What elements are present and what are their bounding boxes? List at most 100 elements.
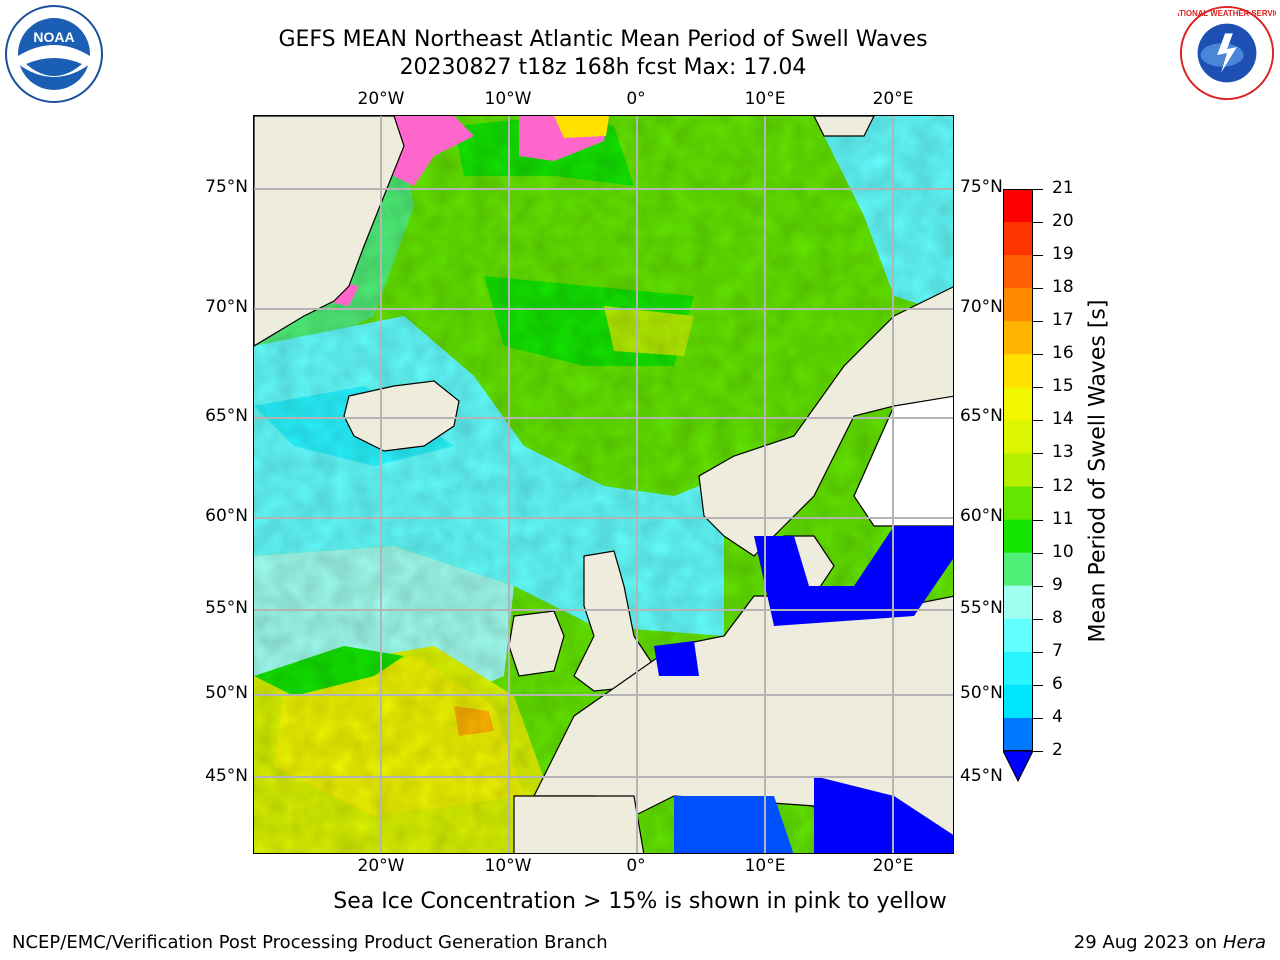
colorbar-tick-label: 11 <box>1052 508 1074 529</box>
lat-label-right-50n: 50°N <box>960 683 1003 703</box>
colorbar-bin <box>1003 552 1033 587</box>
colorbar-tick-mark <box>1033 354 1043 356</box>
colorbar-bin <box>1003 255 1033 289</box>
colorbar-tick-label: 9 <box>1052 574 1063 595</box>
colorbar-tick-mark <box>1033 222 1043 224</box>
lon-label-bottom-0: 0° <box>626 856 646 876</box>
nws-logo-icon: NATIONAL WEATHER SERVICE <box>1178 5 1276 101</box>
colorbar-outline <box>1003 189 1033 751</box>
field-baltic <box>754 526 953 626</box>
colorbar-tick-mark <box>1033 519 1043 521</box>
colorbar-tick-mark <box>1033 486 1043 488</box>
lon-label-bottom-20w: 20°W <box>357 856 405 876</box>
colorbar-tick-mark <box>1033 288 1043 290</box>
lat-label-left-75n: 75°N <box>205 177 248 197</box>
lon-label-bottom-10e: 10°E <box>744 856 786 876</box>
colorbar-tick-mark <box>1033 255 1043 257</box>
lat-label-left-65n: 65°N <box>205 406 248 426</box>
lat-label-right-55n: 55°N <box>960 598 1003 618</box>
colorbar-bin <box>1003 486 1033 521</box>
lon-label-top-20w: 20°W <box>357 89 405 109</box>
noaa-logo-icon: NOAA <box>5 5 103 103</box>
graticule <box>254 116 953 853</box>
colorbar-bin <box>1003 651 1033 686</box>
colorbar-title: Mean Period of Swell Waves [s] <box>1085 299 1111 643</box>
field-adriatic <box>814 776 953 853</box>
lat-label-right-70n: 70°N <box>960 297 1003 317</box>
land-greenland <box>254 116 405 347</box>
chart-title: GEFS MEAN Northeast Atlantic Mean Period… <box>278 27 928 52</box>
lon-label-top-0: 0° <box>626 89 646 109</box>
colorbar-tick-label: 21 <box>1052 178 1074 198</box>
land-svalbard <box>813 116 875 137</box>
colorbar-tick-label: 13 <box>1052 442 1074 463</box>
colorbar-tick-mark <box>1033 684 1043 686</box>
land-ireland <box>508 610 565 677</box>
sea-ice-greenland <box>394 116 474 186</box>
field-mediterranean-west <box>674 796 794 853</box>
colorbar-bin <box>1003 519 1033 554</box>
lat-label-left-50n: 50°N <box>205 683 248 703</box>
colorbar-bin <box>1003 321 1033 355</box>
noaa-logo-text: NOAA <box>33 29 74 45</box>
colorbar-bin <box>1003 453 1033 488</box>
colorbar-extension <box>1003 750 1033 783</box>
map-panel <box>253 115 954 854</box>
colorbar-tick-mark <box>1033 651 1043 653</box>
colorbar-tick-label: 8 <box>1052 607 1063 628</box>
colorbar-bin <box>1003 387 1033 421</box>
colorbar-bin <box>1003 189 1033 223</box>
colorbar-bin <box>1003 585 1033 620</box>
lat-label-right-65n: 65°N <box>960 406 1003 426</box>
colorbar-tick-mark <box>1033 618 1043 620</box>
colorbar-tick-label: 4 <box>1052 706 1063 727</box>
colorbar-tick-label: 2 <box>1052 740 1063 760</box>
colorbar-tick-label: 20 <box>1052 211 1074 232</box>
colorbar-bin <box>1003 222 1033 256</box>
colorbar-tick-label: 17 <box>1052 310 1074 331</box>
colorbar-tick-mark <box>1033 585 1043 587</box>
lon-label-top-10e: 10°E <box>744 89 786 109</box>
swell-period-map <box>254 116 953 853</box>
colorbar-tick-label: 19 <box>1052 244 1074 265</box>
colorbar-tick-mark <box>1033 420 1043 422</box>
colorbar-tick-label: 6 <box>1052 673 1063 694</box>
lon-label-top-10w: 10°W <box>484 89 532 109</box>
colorbar-tick-mark <box>1033 387 1043 389</box>
colorbar-tick-label: 7 <box>1052 640 1063 661</box>
colorbar-tick-label: 14 <box>1052 409 1074 430</box>
colorbar-bin <box>1003 684 1033 719</box>
colorbar-bin <box>1003 420 1033 454</box>
sea-ice-footnote: Sea Ice Concentration > 15% is shown in … <box>333 889 947 914</box>
lat-label-right-75n: 75°N <box>960 177 1003 197</box>
chart-subtitle: 20230827 t18z 168h fcst Max: 17.04 <box>399 55 807 80</box>
nws-logo-text: NATIONAL WEATHER SERVICE <box>1178 9 1276 18</box>
lat-label-left-55n: 55°N <box>205 598 248 618</box>
colorbar-bin <box>1003 618 1033 653</box>
lon-label-top-20e: 20°E <box>872 89 914 109</box>
colorbar-tick-mark <box>1033 189 1043 190</box>
colorbar-bin <box>1003 354 1033 388</box>
date-text: 29 Aug 2023 on <box>1073 932 1218 953</box>
colorbar-tick-mark <box>1033 552 1043 554</box>
lat-label-right-60n: 60°N <box>960 506 1003 526</box>
colorbar-tick-mark <box>1033 453 1043 455</box>
land-norway <box>698 286 953 557</box>
date-stamp: 29 Aug 2023 on Hera <box>1074 932 1266 953</box>
date-host: Hera <box>1222 932 1266 953</box>
colorbar-bin <box>1003 288 1033 322</box>
lat-label-left-70n: 70°N <box>205 297 248 317</box>
credit-text: NCEP/EMC/Verification Post Processing Pr… <box>12 932 608 953</box>
colorbar-bin <box>1003 717 1033 752</box>
lon-label-bottom-20e: 20°E <box>872 856 914 876</box>
field-english-channel <box>654 641 699 676</box>
colorbar-tick-label: 12 <box>1052 475 1074 496</box>
sea-ice-svalbard-yellow <box>554 116 609 138</box>
colorbar-tick-label: 15 <box>1052 376 1074 397</box>
colorbar-tick-mark <box>1033 321 1043 323</box>
colorbar <box>1003 189 1033 783</box>
colorbar-tick-label: 18 <box>1052 277 1074 298</box>
colorbar-tick-label: 10 <box>1052 541 1074 562</box>
lat-label-left-45n: 45°N <box>205 766 248 786</box>
land-iceland <box>343 380 460 452</box>
